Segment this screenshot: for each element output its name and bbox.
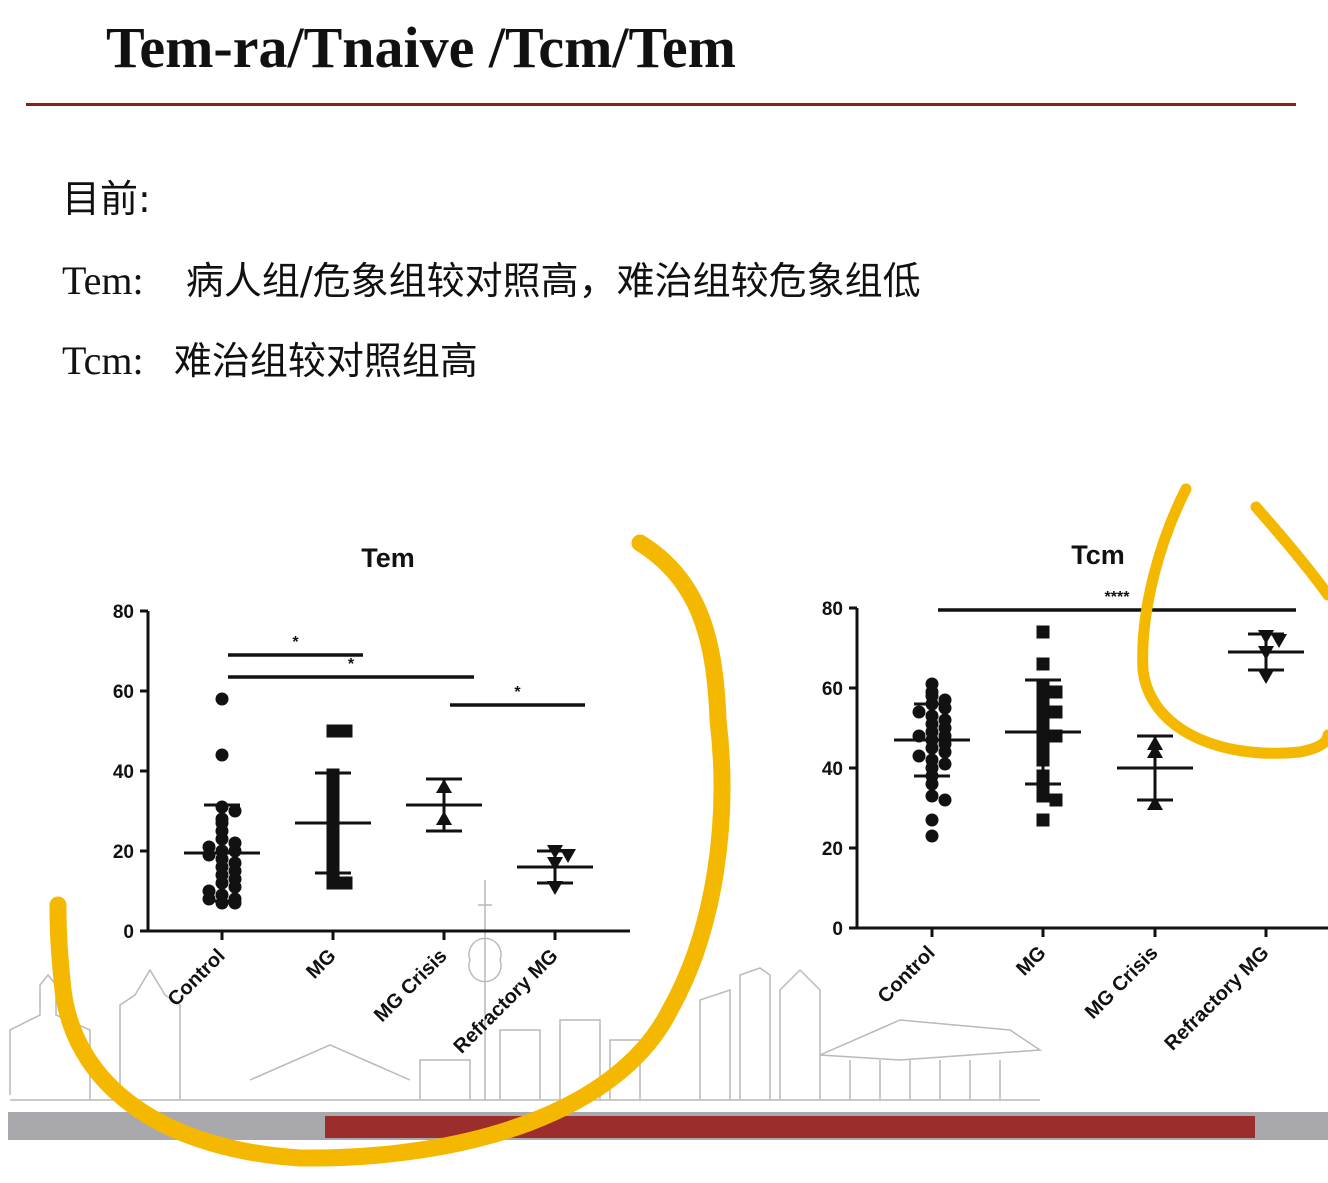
data-point <box>912 705 926 719</box>
highlight-circle-tem <box>49 534 731 1167</box>
x-tick-label: MG <box>1012 942 1050 980</box>
data-point <box>1036 813 1050 827</box>
data-point <box>1049 705 1063 719</box>
data-point <box>925 789 939 803</box>
highlight-circle-tcm <box>1137 483 1328 759</box>
tem-prefix: Tem: <box>62 258 144 303</box>
y-tick-label: 40 <box>113 762 134 783</box>
data-point <box>228 896 242 910</box>
significance-label: * <box>348 656 355 673</box>
data-point <box>1147 796 1163 810</box>
data-point <box>1049 685 1063 699</box>
tcm-prefix: Tcm: <box>62 338 144 383</box>
chart-title: Tem <box>361 543 415 573</box>
tem-line: Tem: 病人组/危象组较对照高，难治组较危象组低 <box>62 250 921 305</box>
x-tick-label: MG <box>302 945 340 983</box>
significance-label: **** <box>1105 589 1131 606</box>
data-point <box>925 829 939 843</box>
highlight-annotations <box>49 483 1328 1167</box>
chart-title: Tcm <box>1071 540 1125 570</box>
x-tick-label: MG Crisis <box>370 945 452 1027</box>
chart-tem: Tem 0 20 40 60 80 Control MG MG CrisisRefractory… <box>113 543 630 1058</box>
data-point <box>215 692 229 706</box>
y-tick-label: 60 <box>822 679 843 700</box>
data-point <box>326 724 340 738</box>
y-tick-label: 20 <box>822 839 843 860</box>
data-point <box>1258 670 1274 684</box>
tcm-line: Tcm: 难治组较对照组高 <box>62 330 478 385</box>
x-tick-label: Refractory MG <box>450 945 563 1058</box>
data-point <box>938 757 952 771</box>
bottom-bar-accent <box>325 1116 1255 1138</box>
x-tick-label: Control <box>164 945 230 1011</box>
significance-label: * <box>292 634 299 651</box>
y-tick-label: 80 <box>822 599 843 620</box>
data-point <box>1036 657 1050 671</box>
data-point <box>925 777 939 791</box>
y-tick-label: 80 <box>113 602 134 623</box>
y-tick-label: 40 <box>822 759 843 780</box>
data-point <box>1036 625 1050 639</box>
significance-label: * <box>514 684 521 701</box>
y-tick-label: 0 <box>123 922 134 943</box>
data-point <box>1036 789 1050 803</box>
y-tick-label: 20 <box>113 842 134 863</box>
x-tick-label: Control <box>874 942 940 1008</box>
y-tick-label: 60 <box>113 682 134 703</box>
intro-line: 目前: <box>62 177 151 221</box>
data-point <box>228 844 242 858</box>
tem-text: 病人组/危象组较对照高，难治组较危象组低 <box>185 259 921 303</box>
data-point <box>339 724 353 738</box>
data-point <box>339 876 353 890</box>
data-point <box>202 892 216 906</box>
data-point <box>912 749 926 763</box>
data-point <box>938 793 952 807</box>
data-point <box>326 876 340 890</box>
chart-tcm: Tcm 0 20 40 60 80 Control MG MG CrisisRefractory… <box>822 540 1328 1055</box>
x-tick-label: Refractory MG <box>1161 942 1274 1055</box>
data-point <box>228 880 242 894</box>
data-point <box>202 848 216 862</box>
x-tick-label: MG Crisis <box>1081 942 1163 1024</box>
y-tick-label: 0 <box>832 919 843 940</box>
data-point <box>938 745 952 759</box>
data-point <box>925 813 939 827</box>
data-point <box>1271 634 1287 648</box>
data-point <box>215 748 229 762</box>
data-point <box>1049 793 1063 807</box>
slide-title: Tem-ra/Tnaive /Tcm/Tem <box>106 15 736 80</box>
tcm-text: 难治组较对照组高 <box>173 339 478 383</box>
data-point <box>228 804 242 818</box>
title-rule <box>26 103 1296 106</box>
